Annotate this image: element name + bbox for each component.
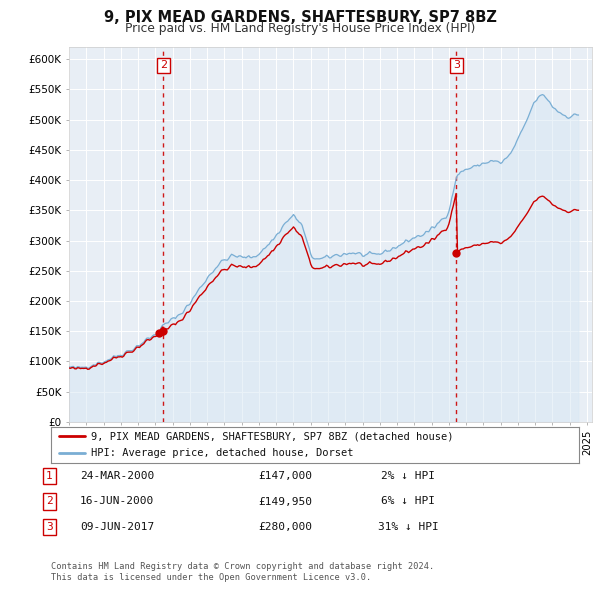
Text: £147,000: £147,000 <box>258 471 312 481</box>
Text: 2: 2 <box>160 60 167 70</box>
Text: 31% ↓ HPI: 31% ↓ HPI <box>377 522 439 532</box>
Text: 3: 3 <box>46 522 53 532</box>
Text: This data is licensed under the Open Government Licence v3.0.: This data is licensed under the Open Gov… <box>51 572 371 582</box>
Text: 9, PIX MEAD GARDENS, SHAFTESBURY, SP7 8BZ: 9, PIX MEAD GARDENS, SHAFTESBURY, SP7 8B… <box>104 10 496 25</box>
Text: 1: 1 <box>46 471 53 481</box>
Text: 3: 3 <box>453 60 460 70</box>
Text: £149,950: £149,950 <box>258 497 312 506</box>
Text: 2% ↓ HPI: 2% ↓ HPI <box>381 471 435 481</box>
Text: HPI: Average price, detached house, Dorset: HPI: Average price, detached house, Dors… <box>91 448 353 458</box>
Text: £280,000: £280,000 <box>258 522 312 532</box>
Text: 16-JUN-2000: 16-JUN-2000 <box>80 497 154 506</box>
Text: Contains HM Land Registry data © Crown copyright and database right 2024.: Contains HM Land Registry data © Crown c… <box>51 562 434 571</box>
Text: 9, PIX MEAD GARDENS, SHAFTESBURY, SP7 8BZ (detached house): 9, PIX MEAD GARDENS, SHAFTESBURY, SP7 8B… <box>91 431 453 441</box>
Text: Price paid vs. HM Land Registry's House Price Index (HPI): Price paid vs. HM Land Registry's House … <box>125 22 475 35</box>
Text: 2: 2 <box>46 497 53 506</box>
Text: 09-JUN-2017: 09-JUN-2017 <box>80 522 154 532</box>
Text: 24-MAR-2000: 24-MAR-2000 <box>80 471 154 481</box>
Text: 6% ↓ HPI: 6% ↓ HPI <box>381 497 435 506</box>
